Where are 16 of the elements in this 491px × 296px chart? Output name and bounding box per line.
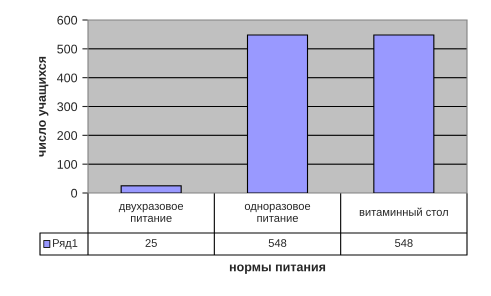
y-tick-label: 400 <box>57 73 78 82</box>
data-label: 548 <box>395 239 413 247</box>
x-tick-label: одноразовое питание <box>244 204 310 222</box>
y-tick-label: 600 <box>57 16 78 25</box>
data-label: 25 <box>146 239 157 247</box>
y-tick-label: 300 <box>57 102 78 112</box>
y-tick-label: 0 <box>71 188 78 198</box>
x-tick-label: двухразовое питание <box>118 204 184 222</box>
y-tick-label: 100 <box>58 160 78 169</box>
data-label: 548 <box>268 239 286 247</box>
y-axis-title: число учащихся <box>39 56 48 157</box>
x-tick-label: витаминный стол <box>360 208 448 216</box>
x-axis-title: нормы питания <box>230 264 326 274</box>
y-tick-label: 200 <box>57 131 78 140</box>
y-tick-label: 500 <box>57 44 78 54</box>
legend-label: Ряд1 <box>53 239 78 250</box>
